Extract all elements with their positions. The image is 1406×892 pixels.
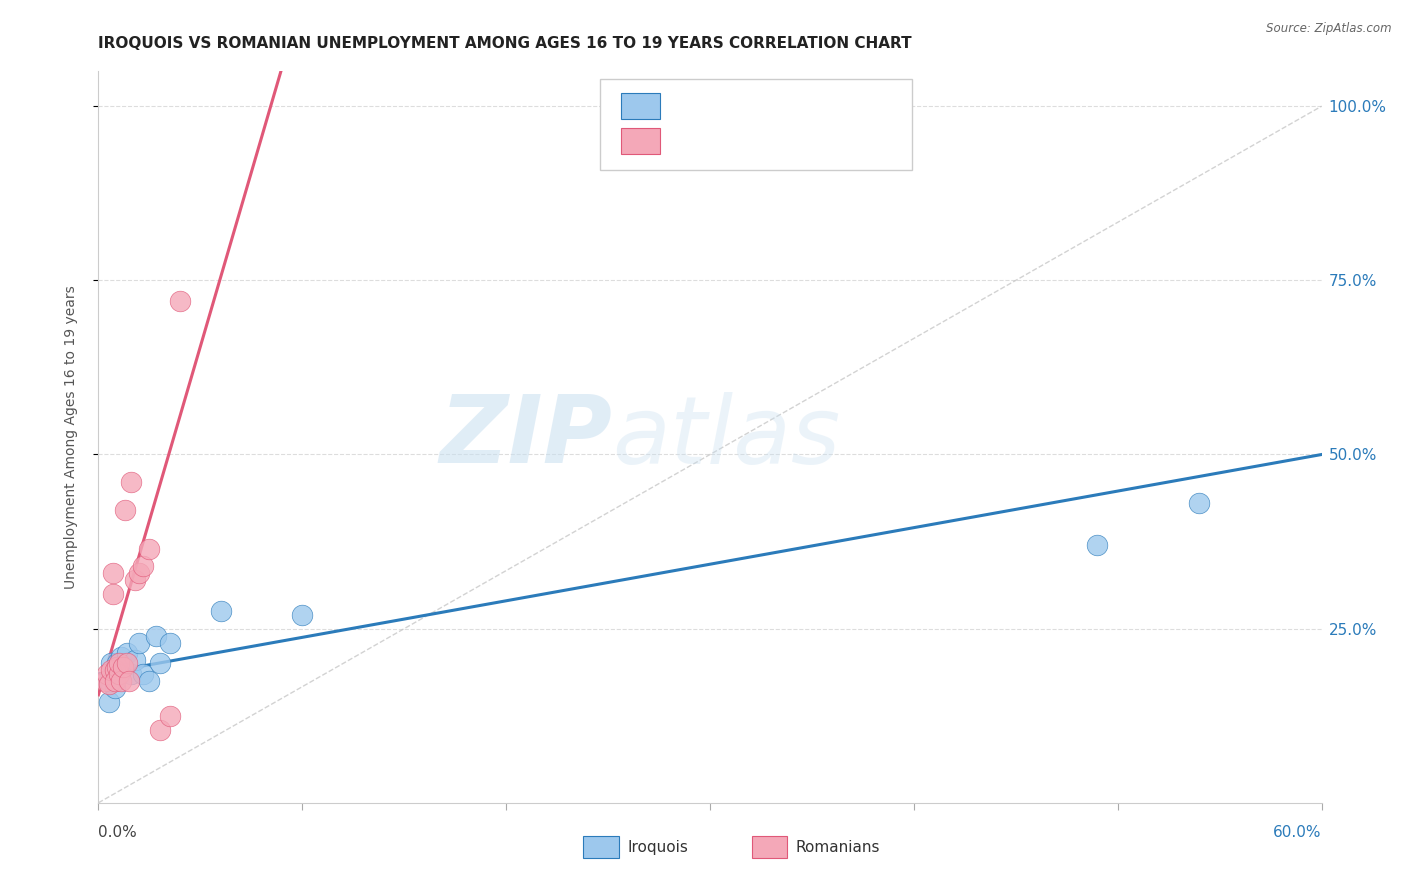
Bar — [620, 128, 659, 154]
Text: IROQUOIS VS ROMANIAN UNEMPLOYMENT AMONG AGES 16 TO 19 YEARS CORRELATION CHART: IROQUOIS VS ROMANIAN UNEMPLOYMENT AMONG … — [98, 36, 912, 51]
Text: atlas: atlas — [612, 392, 841, 483]
Text: Romanians: Romanians — [796, 840, 880, 855]
Text: R =: R = — [678, 133, 710, 148]
Point — [118, 673, 141, 688]
Point — [138, 541, 160, 556]
Point — [115, 646, 138, 660]
Text: N =: N = — [775, 99, 818, 114]
Text: 60.0%: 60.0% — [1274, 825, 1322, 840]
Point — [108, 667, 131, 681]
Y-axis label: Unemployment Among Ages 16 to 19 years: Unemployment Among Ages 16 to 19 years — [63, 285, 77, 589]
Point — [96, 667, 118, 681]
Text: 22: 22 — [832, 99, 853, 114]
Text: Source: ZipAtlas.com: Source: ZipAtlas.com — [1267, 22, 1392, 36]
Point — [138, 673, 160, 688]
Text: 0.0%: 0.0% — [98, 825, 138, 840]
Point — [104, 681, 127, 695]
Point — [120, 667, 142, 681]
Point — [132, 667, 155, 681]
Point — [104, 664, 127, 678]
Point — [159, 635, 181, 649]
Point — [115, 657, 138, 671]
Text: 0.342: 0.342 — [725, 99, 775, 114]
Point — [149, 657, 172, 671]
Point — [111, 660, 134, 674]
Point — [93, 673, 115, 688]
Point — [97, 677, 120, 691]
Point — [128, 566, 150, 580]
Text: N =: N = — [775, 133, 818, 148]
Text: Iroquois: Iroquois — [627, 840, 688, 855]
Point — [124, 653, 146, 667]
Point — [108, 667, 131, 681]
Point — [97, 695, 120, 709]
Point — [1085, 538, 1108, 552]
Text: ZIP: ZIP — [439, 391, 612, 483]
Point — [104, 673, 127, 688]
Point — [97, 673, 120, 688]
Point — [105, 657, 128, 671]
Point — [132, 558, 155, 573]
Point — [120, 475, 142, 490]
Point — [209, 604, 232, 618]
Point — [101, 667, 124, 681]
Point — [169, 294, 191, 309]
Point — [1188, 496, 1211, 510]
Text: R =: R = — [678, 99, 710, 114]
Point — [101, 566, 124, 580]
Point — [124, 573, 146, 587]
Point — [100, 664, 122, 678]
Point — [291, 607, 314, 622]
Text: 0.619: 0.619 — [725, 133, 775, 148]
FancyBboxPatch shape — [600, 78, 912, 170]
Text: 24: 24 — [832, 133, 853, 148]
Point — [110, 673, 132, 688]
Point — [110, 649, 132, 664]
Point — [114, 503, 136, 517]
Point — [149, 723, 172, 737]
Bar — [620, 94, 659, 119]
Point — [108, 657, 131, 671]
Point — [128, 635, 150, 649]
Point — [101, 587, 124, 601]
Point — [111, 660, 134, 674]
Point — [100, 657, 122, 671]
Point — [105, 660, 128, 674]
Point — [145, 629, 167, 643]
Point — [159, 708, 181, 723]
